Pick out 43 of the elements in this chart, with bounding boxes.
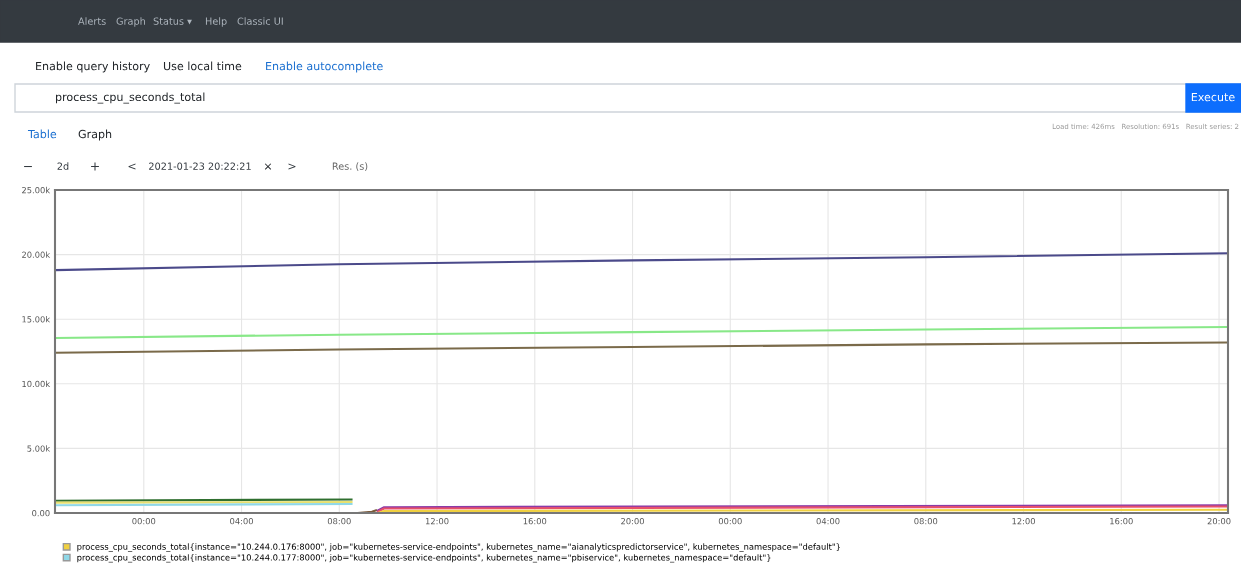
line-series: [55, 325, 1228, 339]
y-tick-label: 15.00k: [22, 316, 51, 323]
text: +: [91, 162, 99, 171]
text: Enable autocomplete: [266, 61, 383, 73]
text: Execute: [1191, 92, 1235, 102]
y-tick-label: 20.00k: [22, 251, 51, 258]
text: Table: [27, 129, 57, 139]
x-tick-label: 08:00: [327, 518, 351, 525]
text: Status ▾: [153, 17, 192, 25]
text: >: [288, 163, 296, 170]
line-series: [55, 341, 1228, 354]
x-tick-label: 00:00: [718, 518, 742, 525]
text: ×: [264, 163, 272, 170]
text: 2d: [57, 162, 69, 170]
x-tick-label: 20:00: [1207, 518, 1231, 525]
text: −: [24, 166, 32, 168]
x-tick-label: 04:00: [230, 518, 253, 525]
y-tick-label: 10.00k: [22, 380, 51, 388]
text: Use local time: [163, 61, 242, 71]
x-tick-label: 08:00: [914, 518, 938, 525]
text: Res. (s): [332, 162, 368, 171]
line-series: [55, 252, 1228, 272]
legend-label: process_cpu_seconds_total{instance="10.244.0.177:8000", job="kubernetes-service-endpoints", kubernetes_name="pbiservice", kubernetes_namespace="default"}: [77, 554, 771, 563]
text: Graph: [116, 17, 145, 27]
y-tick-label: 5.00k: [27, 445, 51, 452]
x-tick-label: 00:00: [132, 518, 156, 525]
text: <: [128, 163, 136, 170]
y-tick-label: 25.00k: [22, 186, 51, 194]
y-tick-label: 0.00: [32, 509, 50, 517]
x-tick-label: 16:00: [1110, 518, 1133, 525]
text: Help: [205, 17, 227, 27]
text: Alerts: [78, 17, 106, 25]
x-tick-label: 12:00: [425, 518, 449, 525]
x-tick-label: 20:00: [621, 518, 644, 525]
text: process_cpu_seconds_total: [56, 92, 205, 104]
x-tick-label: 16:00: [523, 518, 547, 525]
legend-label: process_cpu_seconds_total{instance="10.244.0.176:8000", job="kubernetes-service-endpoints", kubernetes_name="aianalyticspredictorservice", kubernetes_namespace="default"}: [77, 543, 840, 552]
text: Enable query history: [36, 61, 150, 73]
x-tick-label: 12:00: [1012, 518, 1035, 525]
text: Graph: [78, 129, 112, 141]
text: Classic UI: [237, 17, 283, 25]
x-tick-label: 04:00: [816, 518, 840, 525]
text: 2021-01-23 20:22:21: [149, 162, 251, 170]
